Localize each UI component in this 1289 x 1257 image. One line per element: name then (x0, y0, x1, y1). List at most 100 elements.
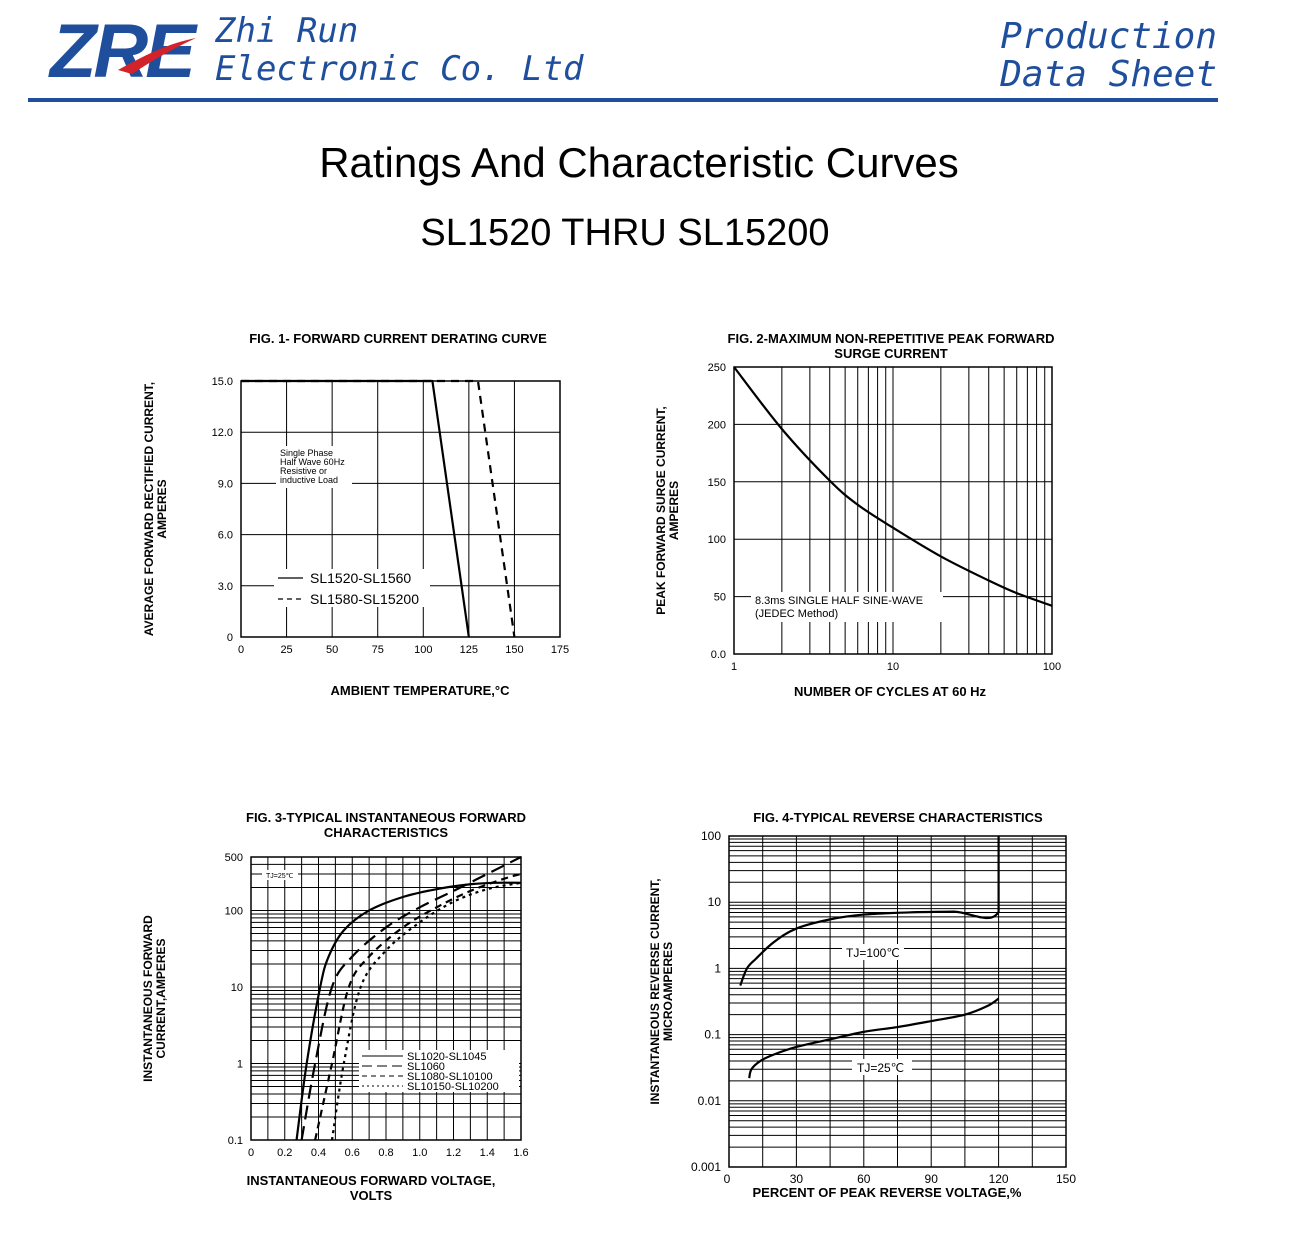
y-tick-label: 12.0 (212, 427, 233, 439)
legend-label: SL1020-SL1045 (407, 1051, 487, 1063)
chart-title: FIG. 3-TYPICAL INSTANTANEOUS FORWARD (246, 810, 526, 825)
x-tick-label: 0 (724, 1172, 731, 1186)
x-tick-label: 150 (505, 644, 523, 656)
series-line-1 (734, 366, 1052, 607)
chart-grid (733, 366, 1052, 655)
page-subtitle: SL1520 THRU SL15200 (420, 212, 830, 254)
x-tick-label: 0.4 (311, 1147, 326, 1159)
series-line-sl10150-sl10200 (330, 881, 521, 1141)
y-axis-label: INSTANTANEOUS REVERSE CURRENT, (648, 878, 662, 1104)
y-tick-label: 15.0 (212, 376, 233, 388)
y-tick-label: 3.0 (218, 581, 233, 593)
y-tick-label: 50 (714, 592, 726, 604)
chart-title: FIG. 4-TYPICAL REVERSE CHARACTERISTICS (753, 810, 1043, 825)
x-axis-label: PERCENT OF PEAK REVERSE VOLTAGE,% (753, 1185, 1022, 1200)
x-tick-label: 1.6 (513, 1147, 528, 1159)
company-line-2: Electronic Co. Ltd (215, 49, 584, 89)
series-label: TJ=25℃ (857, 1061, 904, 1075)
chart-legend: SL1520-SL1560 SL1580-SL15200 (274, 569, 430, 607)
y-tick-label: 150 (708, 477, 726, 489)
x-tick-label: 175 (551, 644, 569, 656)
series-line-tj-100- (739, 836, 1000, 986)
x-tick-label: 0.8 (378, 1147, 393, 1159)
series-label-tj-25: TJ=25℃ (852, 1059, 912, 1075)
y-tick-label: 10 (231, 982, 243, 994)
chart-title: SURGE CURRENT (834, 346, 947, 361)
y-tick-label: 0.1 (704, 1028, 721, 1042)
series-line-tj-25- (748, 997, 1000, 1079)
x-tick-label: 50 (326, 644, 338, 656)
x-tick-label: 1 (731, 661, 737, 673)
x-tick-label: 120 (989, 1172, 1009, 1186)
series-line-sl1060 (300, 856, 521, 1141)
chart-fig-2: 1 10 100 0.0 50 100 150 200 250 FIG. 2-MAXIMUM NO… (654, 331, 1061, 699)
x-tick-label: 0 (238, 644, 244, 656)
chart-annotation: TJ=25℃ (262, 870, 298, 880)
legend-label: SL1520-SL1560 (310, 570, 411, 586)
y-axis-label: PEAK FORWARD SURGE CURRENT, (654, 406, 668, 614)
x-tick-label: 0.2 (277, 1147, 292, 1159)
x-tick-label: 30 (790, 1172, 804, 1186)
legend-label: SL10150-SL10200 (407, 1081, 499, 1093)
series-line-sl1580-sl15200 (241, 379, 516, 638)
annotation-line: inductive Load (280, 475, 338, 485)
y-axis-label: INSTANTANEOUS FORWARD (141, 915, 155, 1082)
series-line-sl1080-sl10100 (314, 872, 521, 1141)
y-tick-label: 10 (708, 895, 722, 909)
y-tick-label: 200 (708, 419, 726, 431)
plot-frame (728, 835, 1067, 1168)
company-name: Zhi Run Electronic Co. Ltd (215, 12, 583, 88)
page-header: ZRE Zhi Run Electronic Co. Ltd Productio… (0, 0, 1289, 110)
annotation-line: TJ=25℃ (266, 873, 294, 880)
logo-text: ZRE (50, 9, 196, 94)
y-tick-label: 0 (227, 632, 233, 644)
y-tick-label: 9.0 (218, 478, 233, 490)
x-tick-label: 150 (1056, 1172, 1076, 1186)
company-line-1: Zhi Run (215, 11, 359, 51)
chart-fig-1: 0 25 50 75 100 125 150 175 0 3.0 6.0 9.0 12.0 15.0 FIG… (142, 331, 569, 698)
x-tick-label: 0 (248, 1147, 254, 1159)
chart-legend: SL1020-SL1045SL1060SL1080-SL10100SL10150… (359, 1050, 519, 1093)
x-axis-label: NUMBER OF CYCLES AT 60 Hz (794, 684, 987, 699)
legend-label: SL1060 (407, 1061, 445, 1073)
y-tick-label: 250 (708, 362, 726, 374)
x-axis-label: VOLTS (350, 1188, 393, 1203)
x-axis-label: INSTANTANEOUS FORWARD VOLTAGE, (247, 1173, 496, 1188)
series-label: TJ=100℃ (846, 946, 900, 960)
legend-label: SL1080-SL10100 (407, 1071, 493, 1083)
header-divider (28, 98, 1218, 102)
annotation-line: Single Phase (280, 448, 333, 458)
chart-annotation: 8.3ms SINGLE HALF SINE-WAVE(JEDEC Method… (751, 592, 943, 622)
y-tick-label: 6.0 (218, 530, 233, 542)
chart-title: FIG. 2-MAXIMUM NON-REPETITIVE PEAK FORWA… (728, 331, 1055, 346)
y-axis-label: AMPERES (155, 479, 169, 538)
chart-grid (728, 836, 1067, 1168)
y-axis-label: AVERAGE FORWARD RECTIFIED CURRENT, (142, 382, 156, 636)
legend-label: SL1580-SL15200 (310, 591, 419, 607)
doc-type-line-1: Production (1000, 16, 1217, 57)
y-tick-label: 0.001 (691, 1160, 721, 1174)
x-tick-label: 60 (857, 1172, 871, 1186)
x-tick-label: 0.6 (345, 1147, 360, 1159)
chart-fig-4: 0 30 60 90 120 150 0.001 0.01 0.1 1 10 100 FIG. 4-TY… (648, 810, 1076, 1200)
annotation-line: Resistive or (280, 466, 327, 476)
x-tick-label: 75 (372, 644, 384, 656)
y-tick-label: 100 (708, 534, 726, 546)
series-label-tj-100: TJ=100℃ (842, 944, 904, 960)
x-tick-label: 25 (280, 644, 292, 656)
x-tick-label: 10 (887, 661, 899, 673)
plot-frame (250, 856, 522, 1141)
y-tick-label: 1 (714, 961, 721, 975)
x-tick-label: 90 (925, 1172, 939, 1186)
y-axis-label: CURRENT,AMPERES (154, 938, 168, 1058)
y-tick-label: 0.0 (711, 649, 726, 661)
x-tick-label: 100 (414, 644, 432, 656)
doc-type-line-2: Data Sheet (1000, 54, 1217, 95)
chart-title: FIG. 1- FORWARD CURRENT DERATING CURVE (249, 331, 547, 346)
y-tick-label: 1 (237, 1058, 243, 1070)
y-axis-label: AMPERES (667, 481, 681, 540)
series-line-sl1020-sl1045 (295, 881, 521, 1141)
y-tick-label: 100 (701, 829, 721, 843)
